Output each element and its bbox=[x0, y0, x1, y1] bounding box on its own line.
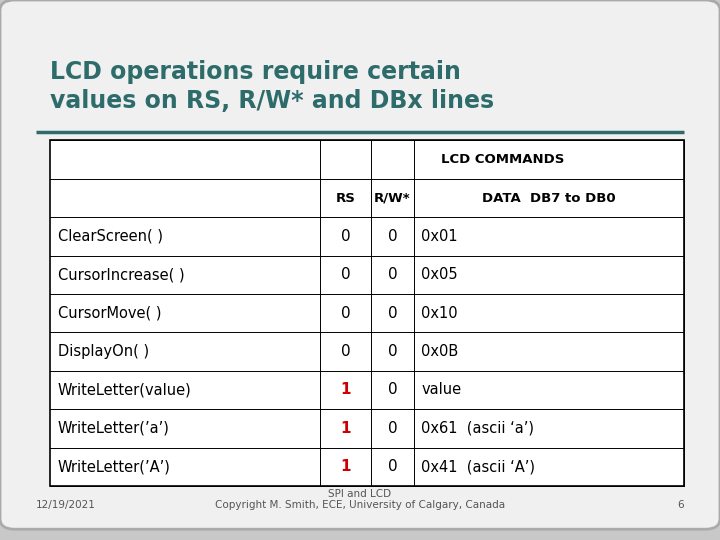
Text: 0x41  (ascii ‘A’): 0x41 (ascii ‘A’) bbox=[421, 460, 535, 474]
Text: 0x10: 0x10 bbox=[421, 306, 458, 321]
Text: LCD COMMANDS: LCD COMMANDS bbox=[441, 153, 564, 166]
Text: SPI and LCD
Copyright M. Smith, ECE, University of Calgary, Canada: SPI and LCD Copyright M. Smith, ECE, Uni… bbox=[215, 489, 505, 510]
Text: ClearScreen( ): ClearScreen( ) bbox=[58, 229, 163, 244]
Text: 1: 1 bbox=[341, 460, 351, 474]
Text: 0: 0 bbox=[341, 267, 351, 282]
Text: values on RS, R/W* and DBx lines: values on RS, R/W* and DBx lines bbox=[50, 90, 495, 113]
Text: 1: 1 bbox=[341, 421, 351, 436]
Bar bbox=[50, 140, 684, 486]
Text: 0: 0 bbox=[387, 306, 397, 321]
Text: 1: 1 bbox=[341, 382, 351, 397]
Text: 0x61  (ascii ‘a’): 0x61 (ascii ‘a’) bbox=[421, 421, 534, 436]
Text: WriteLetter(’a’): WriteLetter(’a’) bbox=[58, 421, 169, 436]
Text: 0: 0 bbox=[387, 421, 397, 436]
Text: 0: 0 bbox=[387, 460, 397, 474]
Text: WriteLetter(value): WriteLetter(value) bbox=[58, 382, 192, 397]
Text: LCD operations require certain: LCD operations require certain bbox=[50, 60, 462, 84]
Text: 0: 0 bbox=[387, 382, 397, 397]
FancyBboxPatch shape bbox=[0, 0, 720, 529]
Text: 0: 0 bbox=[387, 344, 397, 359]
Text: DATA  DB7 to DB0: DATA DB7 to DB0 bbox=[482, 192, 616, 205]
Text: CursorIncrease( ): CursorIncrease( ) bbox=[58, 267, 184, 282]
Text: 0: 0 bbox=[341, 229, 351, 244]
Text: CursorMove( ): CursorMove( ) bbox=[58, 306, 161, 321]
Text: WriteLetter(’A’): WriteLetter(’A’) bbox=[58, 460, 171, 474]
Text: 0: 0 bbox=[341, 344, 351, 359]
Text: R/W*: R/W* bbox=[374, 192, 410, 205]
Text: RS: RS bbox=[336, 192, 356, 205]
Text: DisplayOn( ): DisplayOn( ) bbox=[58, 344, 149, 359]
Text: 6: 6 bbox=[678, 500, 684, 510]
Text: 0x01: 0x01 bbox=[421, 229, 458, 244]
Text: value: value bbox=[421, 382, 462, 397]
Text: 0x05: 0x05 bbox=[421, 267, 458, 282]
Text: 0: 0 bbox=[387, 229, 397, 244]
Text: 0x0B: 0x0B bbox=[421, 344, 459, 359]
Text: 0: 0 bbox=[387, 267, 397, 282]
Text: 12/19/2021: 12/19/2021 bbox=[36, 500, 96, 510]
Text: 0: 0 bbox=[341, 306, 351, 321]
